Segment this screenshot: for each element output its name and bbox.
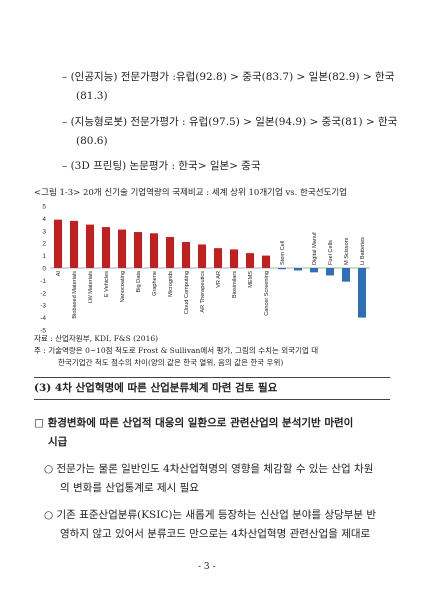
category-label: Microgrids <box>168 271 174 297</box>
bar <box>182 241 190 268</box>
y-tick-label: -4 <box>40 315 46 322</box>
category-label: AI <box>56 271 62 277</box>
bar <box>166 237 174 268</box>
page-number: - 3 - <box>198 562 216 572</box>
para2-line1: ○ 기존 표준산업분류(KSIC)는 새롭게 등장하는 신산업 분야를 상당부분… <box>44 509 377 521</box>
y-tick-label: -5 <box>40 328 46 335</box>
y-tick-label: -2 <box>40 290 46 297</box>
category-label: M Scissors <box>344 237 350 265</box>
category-label: Biosimilars <box>232 271 238 298</box>
category-label: LW Materials <box>88 271 94 303</box>
y-tick-label: 5 <box>42 204 46 211</box>
bullet-robot-line2: (80.6) <box>76 135 108 147</box>
y-tick-label: -3 <box>40 303 46 310</box>
y-tick-label: 2 <box>42 241 46 248</box>
bar <box>70 220 78 268</box>
box-heading-line2: 시급 <box>48 436 68 448</box>
bar-chart: 5 4 3 2 1 0 -1 -2 -3 -4 -5 AI Biobased Materials LW M… <box>40 204 370 335</box>
box-heading-line1: □ 환경변화에 따른 산업적 대응의 일환으로 관련산업의 분석기반 마련이 <box>34 417 354 429</box>
category-label: MEMS <box>248 271 254 288</box>
category-label: Big Data <box>136 270 142 292</box>
para2-line2: 영하지 않고 있어서 분류코드 만으로는 4차산업혁명 관련산업을 제대로 <box>60 528 371 540</box>
bar <box>86 224 94 268</box>
section-heading: (3) 4차 산업혁명에 따른 산업분류체계 마련 검토 필요 <box>34 382 278 394</box>
bar <box>342 268 350 282</box>
bar <box>230 249 238 268</box>
category-label: AR Therapeutics <box>200 271 206 313</box>
bar <box>214 248 222 268</box>
bar <box>102 227 110 268</box>
bar <box>118 229 126 268</box>
bar <box>54 219 62 268</box>
bullet-ai-line1: – (인공지능) 전문가평가 :유럽(92.8) > 중국(83.7) > 일본… <box>62 71 395 83</box>
y-tick-label: 4 <box>42 216 46 223</box>
chart-source: 자료 : 산업자원부, KDI, F&S (2016) <box>34 334 159 343</box>
y-tick-label: 1 <box>42 253 46 260</box>
category-label: Cloud Computing <box>184 271 190 314</box>
category-label: Stem Cell <box>280 241 286 265</box>
bar <box>198 244 206 268</box>
y-tick-label: 0 <box>42 266 46 273</box>
y-tick-label: -1 <box>40 278 46 285</box>
bar <box>294 268 302 271</box>
category-label: Cancer Screening <box>264 271 270 316</box>
bar <box>246 253 254 268</box>
category-label: Fuel Cells <box>328 240 334 265</box>
bar <box>262 255 270 268</box>
bar <box>358 268 366 318</box>
y-tick-label: 3 <box>42 228 46 235</box>
bar <box>278 268 286 270</box>
chart-note-line1: 주 : 기술역량은 0~10점 척도로 Frost & Sullivan에서 평… <box>34 346 319 355</box>
bar <box>326 268 334 276</box>
bar <box>310 268 318 273</box>
bullet-3d-line1: – (3D 프린팅) 논문평가 : 한국> 일본> 중국 <box>62 160 261 172</box>
category-label: Biobased Materials <box>72 271 78 319</box>
figure-caption: <그림 1-3> 20개 신기술 기업역량의 국제비교 : 세계 상위 10개기… <box>34 188 347 198</box>
chart-note-line2: 한국기업간 척도 점수의 차이(양의 값은 한국 열위, 음의 값은 한국 우위… <box>58 358 284 367</box>
bar <box>134 232 142 268</box>
section-bottom-rule <box>34 399 390 400</box>
category-label: E Vehicles <box>104 271 110 297</box>
category-label: Graphene <box>152 271 158 296</box>
para1-line1: ○ 전문가는 물론 일반인도 4차산업혁명의 영향을 체감할 수 있는 산업 차… <box>44 463 374 475</box>
category-label: Nanocoating <box>120 271 126 302</box>
bullet-robot-line1: – (지능형로봇) 전문가평가 : 유럽(97.5) > 일본(94.9) > … <box>62 116 398 128</box>
category-label: Digital Manuf <box>312 232 318 265</box>
category-label: Li Batteries <box>360 237 366 265</box>
bullet-ai-line2: (81.3) <box>76 90 108 102</box>
category-label: VR AR <box>216 271 222 288</box>
bar <box>150 233 158 268</box>
para1-line2: 의 변화를 산업통계로 제시 필요 <box>60 482 199 494</box>
section-top-rule <box>34 377 390 378</box>
